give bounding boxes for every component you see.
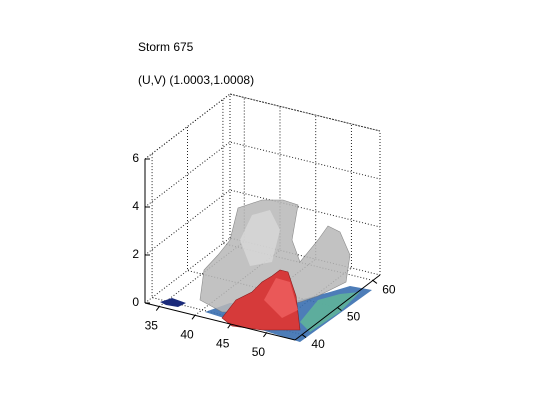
axis-layer: 0 2 4 6 35 40 45 50 40 50 60 xyxy=(132,151,396,359)
y-tick-label: 60 xyxy=(382,283,396,297)
tick-mark xyxy=(301,334,307,338)
tick-mark xyxy=(263,332,267,338)
z-tick-label: 6 xyxy=(132,151,139,165)
x-tick-label: 50 xyxy=(252,345,266,359)
tick-mark xyxy=(337,307,342,311)
z-tick-label: 2 xyxy=(132,247,139,261)
tick-mark xyxy=(155,306,160,311)
y-tick-label: 50 xyxy=(347,310,361,324)
x-tick-label: 40 xyxy=(180,328,194,342)
box-edge xyxy=(229,93,381,132)
grey-surface xyxy=(240,210,280,266)
y-axis xyxy=(294,274,381,341)
chart-subtitle: (U,V) (1.0003,1.0008) xyxy=(138,73,254,87)
x-tick-label: 45 xyxy=(216,336,230,350)
grid-line xyxy=(144,189,381,256)
chart-title: Storm 675 xyxy=(138,40,194,54)
floor-patch xyxy=(160,298,186,307)
red-surface xyxy=(264,278,298,318)
x-axis xyxy=(144,302,296,341)
y-tick-label: 40 xyxy=(311,337,325,351)
grid-line xyxy=(144,141,381,208)
surface xyxy=(160,199,372,342)
z-tick-label: 0 xyxy=(132,295,139,309)
grid-line xyxy=(144,93,381,160)
tick-mark xyxy=(372,280,378,284)
x-tick-label: 35 xyxy=(145,319,159,333)
z-tick-label: 4 xyxy=(132,199,139,213)
tick-mark xyxy=(227,323,232,329)
box-edge xyxy=(144,93,231,160)
tick-mark xyxy=(191,315,196,320)
grey-surface xyxy=(199,199,351,313)
